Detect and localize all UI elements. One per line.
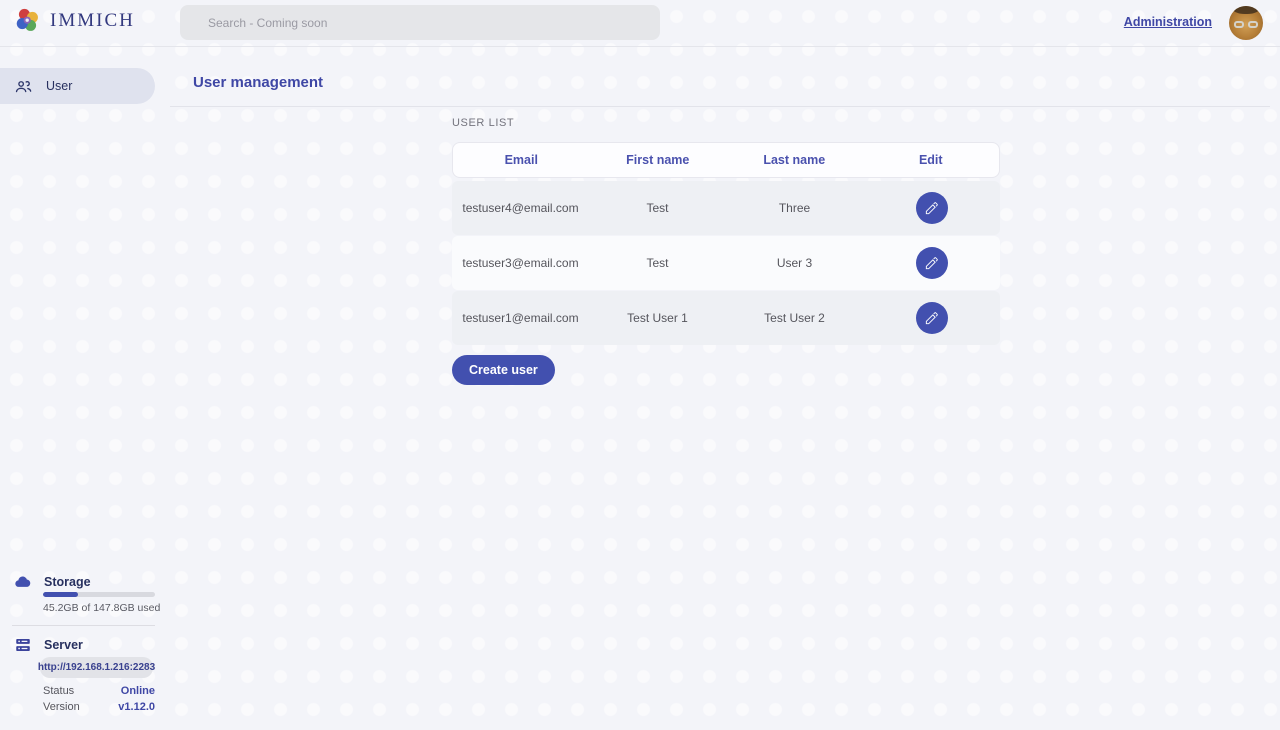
first-name-cell: Test [646,256,669,270]
sidebar-item-user-label: User [46,79,73,93]
edit-cell [863,192,1000,224]
first-name-cell: Test User 1 [627,311,688,325]
server-title: Server [44,638,83,652]
table-row: testuser1@email.com Test User 1 Test Use… [452,291,1000,345]
status-label: Status [43,685,75,697]
pencil-icon [924,201,939,216]
last-name-cell: User 3 [776,256,813,270]
storage-progress-track [43,592,155,597]
immich-logo[interactable]: IMMICH [14,7,135,34]
email-cell: testuser1@email.com [462,311,579,325]
status-value: Online [120,685,155,697]
administration-link[interactable]: Administration [1123,15,1212,29]
main-content: User management USER LIST Email First na… [170,47,1280,730]
avatar-glasses-lens [1248,21,1258,28]
table-header-row: Email First name Last name Edit [452,142,1000,178]
user-avatar[interactable] [1229,6,1263,40]
immich-flower-icon [14,7,41,34]
email-cell: testuser4@email.com [462,201,579,215]
pencil-icon [924,256,939,271]
storage-progress-fill [43,592,78,597]
last-name-cell: Three [778,201,811,215]
storage-usage-text: 45.2GB of 147.8GB used [43,602,161,614]
edit-cell [863,302,1000,334]
email-cell: testuser3@email.com [462,256,579,270]
sidebar-divider [12,625,155,626]
column-header-email: Email [504,153,538,167]
topbar: IMMICH Administration [0,0,1280,47]
edit-user-button[interactable] [915,302,948,334]
storage-title: Storage [44,575,91,589]
server-status-row: Status Online [43,685,155,697]
pencil-icon [924,311,939,326]
people-icon [14,77,33,96]
search-input[interactable] [180,5,660,40]
column-header-last-name: Last name [763,153,826,167]
sidebar: User Storage 45.2GB of 147.8GB used Serv… [0,47,170,730]
column-header-first-name: First name [626,153,690,167]
server-url-badge: http://192.168.1.216:2283 [38,657,155,678]
server-version-row: Version v1.12.0 [43,701,155,713]
edit-user-button[interactable] [915,192,948,224]
server-section-header: Server [14,636,83,654]
server-icon [14,636,32,654]
first-name-cell: Test [646,201,669,215]
table-row: testuser3@email.com Test User 3 [452,236,1000,290]
storage-section-header: Storage [14,573,91,591]
table-row: testuser4@email.com Test Three [452,181,1000,235]
cloud-icon [14,573,32,591]
last-name-cell: Test User 2 [764,311,825,325]
title-divider [170,106,1270,107]
avatar-photo-detail [1233,6,1259,14]
edit-user-button[interactable] [915,247,948,279]
page-title: User management [193,74,324,91]
version-value: v1.12.0 [118,701,155,713]
version-label: Version [43,701,80,713]
avatar-glasses-lens [1234,21,1244,28]
user-list-panel: USER LIST Email First name Last name Edi… [452,117,1000,385]
section-label: USER LIST [452,117,515,129]
brand-name: IMMICH [50,9,135,31]
column-header-edit: Edit [918,153,943,167]
create-user-button[interactable]: Create user [452,355,555,385]
edit-cell [863,247,1000,279]
table-body: testuser4@email.com Test Three [452,181,1000,345]
sidebar-item-user[interactable]: User [0,68,155,104]
